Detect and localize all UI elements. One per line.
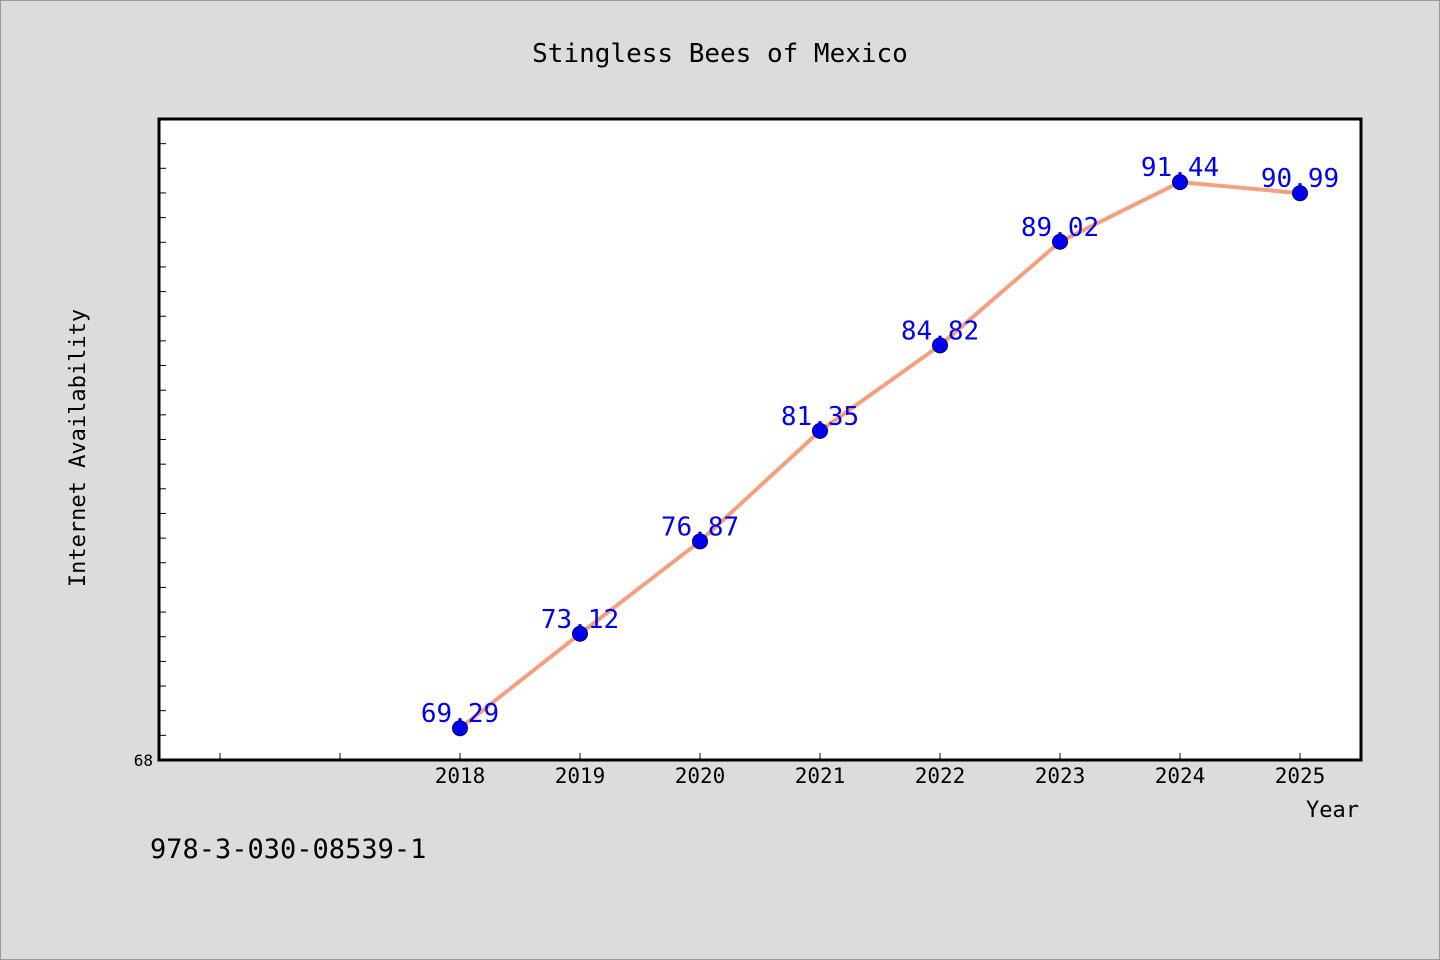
data-label: 73.12 <box>541 605 619 635</box>
y-axis-ticks: 68 <box>134 143 166 770</box>
plot-area <box>157 117 1363 762</box>
data-point <box>452 720 468 737</box>
series-layer: 69.29 73.12 76.87 81.35 84.82 89.02 91.44 90.99 <box>421 153 1339 737</box>
series-line <box>458 180 1301 730</box>
x-axis-label: Year <box>1306 798 1359 823</box>
data-point <box>1292 185 1308 202</box>
data-point <box>572 625 588 642</box>
data-label: 84.82 <box>901 316 979 346</box>
x-tick-label: 2024 <box>1155 764 1206 788</box>
data-point <box>1172 174 1188 191</box>
data-label: 81.35 <box>781 402 859 432</box>
x-tick-label: 2025 <box>1275 764 1326 788</box>
data-label: 76.87 <box>661 512 739 542</box>
data-point <box>932 337 948 354</box>
data-label: 91.44 <box>1141 153 1219 183</box>
data-label: 89.02 <box>1021 213 1099 243</box>
footer-identifier: 978-3-030-08539-1 <box>150 834 427 865</box>
x-tick-label: 2023 <box>1035 764 1086 788</box>
data-label: 90.99 <box>1261 164 1339 194</box>
x-tick-label: 2019 <box>555 764 606 788</box>
x-tick-label: 2018 <box>435 764 486 788</box>
data-point <box>812 422 828 439</box>
data-label: 69.29 <box>421 699 499 729</box>
x-tick-label: 2022 <box>915 764 966 788</box>
x-axis-ticks: 2018 2019 2020 2021 2022 2023 2024 2025 <box>219 753 1326 788</box>
chart-title: Stingless Bees of Mexico <box>532 39 908 69</box>
x-tick-label: 2020 <box>675 764 726 788</box>
x-tick-label: 2021 <box>795 764 846 788</box>
y-tick-label: 68 <box>134 751 153 770</box>
data-point <box>692 533 708 550</box>
y-axis-label: Internet Availability <box>66 309 91 587</box>
data-point <box>1052 233 1068 250</box>
